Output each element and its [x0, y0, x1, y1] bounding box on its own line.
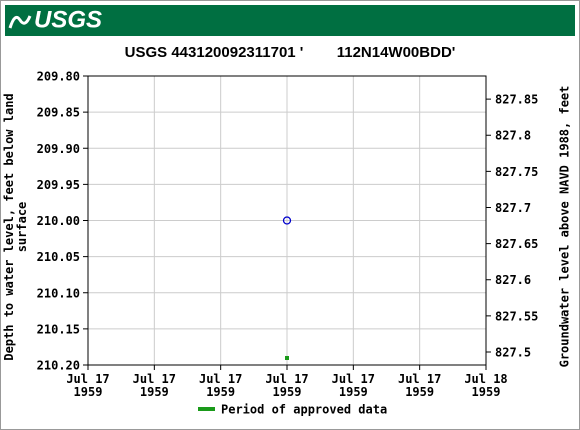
y2-tick-label: 827.7 — [495, 201, 531, 215]
x-tick-label: Jul 17 1959 — [265, 372, 309, 399]
y-tick-label: 209.90 — [37, 142, 80, 156]
y-tick-label: 210.05 — [37, 250, 80, 264]
x-tick-label: Jul 17 1959 — [331, 372, 375, 399]
chart-title: USGS 443120092311701 ' 112N14W00BDD' — [125, 44, 456, 61]
x-tick-label: Jul 17 1959 — [132, 372, 176, 399]
x-tick-label: Jul 18 1959 — [464, 372, 508, 399]
x-tick-label: Jul 17 1959 — [66, 372, 110, 399]
x-tick-label: Jul 17 1959 — [397, 372, 442, 399]
y-tick-label: 209.85 — [37, 106, 80, 120]
y-tick-label: 210.20 — [37, 359, 80, 373]
header-bar — [5, 5, 575, 36]
y-tick-label: 210.10 — [37, 286, 80, 300]
legend-label: Period of approved data — [221, 403, 387, 417]
y2-tick-label: 827.55 — [495, 309, 538, 323]
data-point — [282, 216, 292, 225]
x-tick-label: Jul 17 1959 — [198, 372, 243, 399]
logo-wave — [8, 15, 32, 29]
y2-tick-label: 827.6 — [495, 273, 531, 287]
y-axis-label: Depth to water level, feet below land su… — [2, 93, 29, 361]
y-tick-label: 210.15 — [37, 322, 80, 336]
plot-border — [87, 75, 487, 366]
y-tick-label: 209.95 — [37, 178, 80, 192]
y2-tick-label: 827.85 — [495, 93, 538, 107]
y2-tick-label: 827.65 — [495, 237, 538, 251]
y2-tick-label: 827.8 — [495, 129, 531, 143]
y-tick-label: 209.80 — [37, 70, 80, 84]
approved-period — [285, 356, 289, 360]
y2-axis-label: Groundwater level above NAVD 1988, feet — [557, 85, 572, 368]
y2-tick-label: 827.5 — [495, 345, 531, 359]
y2-tick-label: 827.75 — [495, 165, 538, 179]
logo-text: USGS — [34, 6, 102, 33]
y-tick-label: 210.00 — [37, 214, 80, 228]
